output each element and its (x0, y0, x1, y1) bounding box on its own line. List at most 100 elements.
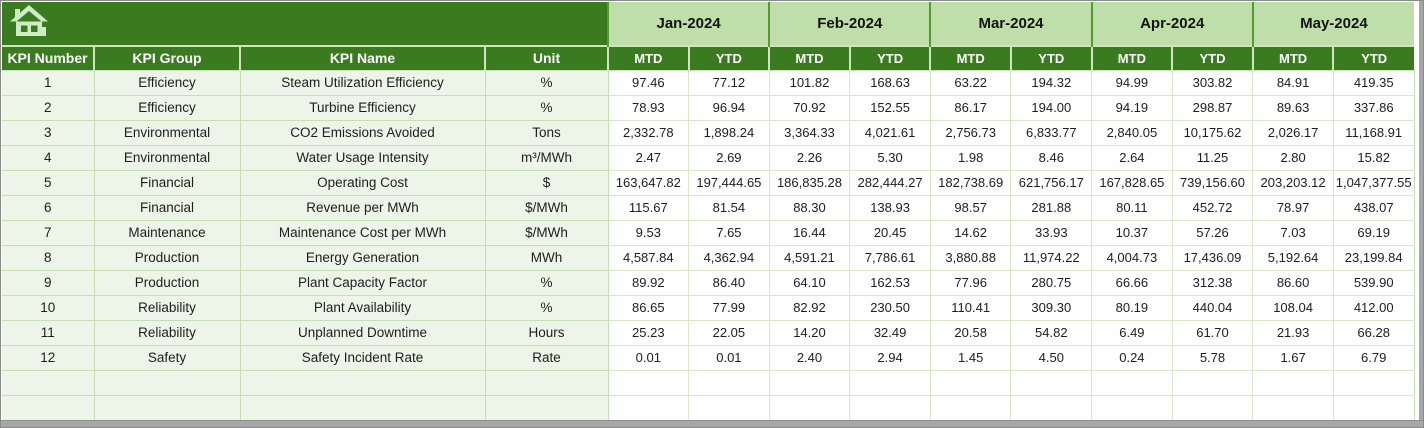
value-cell[interactable]: 115.67 (608, 195, 690, 221)
value-cell[interactable]: 2.26 (769, 145, 851, 171)
value-cell[interactable]: 81.54 (688, 195, 770, 221)
value-cell[interactable]: 282,444.27 (849, 170, 931, 196)
value-cell[interactable] (1333, 395, 1415, 421)
value-cell[interactable]: 281.88 (1010, 195, 1093, 221)
value-cell[interactable]: 5.30 (849, 145, 931, 171)
kpi-group-cell[interactable]: Financial (94, 170, 241, 196)
kpi-number-cell[interactable]: 4 (2, 145, 95, 171)
value-cell[interactable] (1010, 370, 1093, 396)
value-cell[interactable]: 1.67 (1252, 345, 1334, 371)
value-cell[interactable]: 10,175.62 (1172, 120, 1254, 146)
value-cell[interactable]: 3,364.33 (769, 120, 851, 146)
value-cell[interactable]: 1.98 (930, 145, 1012, 171)
value-cell[interactable]: 2,840.05 (1091, 120, 1173, 146)
value-cell[interactable]: 98.57 (930, 195, 1012, 221)
value-cell[interactable]: 9.53 (608, 220, 690, 246)
value-cell[interactable]: 0.24 (1091, 345, 1173, 371)
value-cell[interactable]: 89.63 (1252, 95, 1334, 121)
col-header-mtd-apr[interactable]: MTD (1091, 45, 1174, 71)
value-cell[interactable]: 168.63 (849, 70, 931, 96)
value-cell[interactable]: 94.99 (1091, 70, 1173, 96)
value-cell[interactable]: 280.75 (1010, 270, 1093, 296)
col-header-mtd-jan[interactable]: MTD (608, 45, 690, 71)
value-cell[interactable]: 108.04 (1252, 295, 1334, 321)
kpi-number-cell[interactable] (2, 395, 95, 421)
value-cell[interactable]: 162.53 (849, 270, 931, 296)
unit-cell[interactable]: $/MWh (485, 220, 609, 246)
value-cell[interactable]: 2.47 (608, 145, 690, 171)
value-cell[interactable]: 69.19 (1333, 220, 1415, 246)
unit-cell[interactable] (485, 370, 609, 396)
unit-cell[interactable]: % (485, 95, 609, 121)
value-cell[interactable]: 101.82 (769, 70, 851, 96)
value-cell[interactable]: 21.93 (1252, 320, 1334, 346)
kpi-number-cell[interactable]: 12 (2, 345, 95, 371)
value-cell[interactable]: 22.05 (688, 320, 770, 346)
kpi-group-cell[interactable]: Maintenance (94, 220, 241, 246)
value-cell[interactable]: 97.46 (608, 70, 690, 96)
kpi-number-cell[interactable]: 11 (2, 320, 95, 346)
value-cell[interactable] (849, 370, 931, 396)
value-cell[interactable]: 2,756.73 (930, 120, 1012, 146)
value-cell[interactable]: 77.12 (688, 70, 770, 96)
value-cell[interactable]: 2.69 (688, 145, 770, 171)
kpi-group-cell[interactable]: Safety (94, 345, 241, 371)
col-header-unit[interactable]: Unit (485, 45, 609, 71)
unit-cell[interactable]: m³/MWh (485, 145, 609, 171)
value-cell[interactable]: 440.04 (1172, 295, 1254, 321)
value-cell[interactable]: 78.93 (608, 95, 690, 121)
value-cell[interactable]: 86.60 (1252, 270, 1334, 296)
col-header-ytd-apr[interactable]: YTD (1172, 45, 1254, 71)
value-cell[interactable]: 4,587.84 (608, 245, 690, 271)
kpi-name-cell[interactable] (240, 395, 486, 421)
kpi-group-cell[interactable]: Environmental (94, 145, 241, 171)
value-cell[interactable]: 138.93 (849, 195, 931, 221)
value-cell[interactable]: 82.92 (769, 295, 851, 321)
kpi-number-cell[interactable]: 5 (2, 170, 95, 196)
value-cell[interactable]: 66.66 (1091, 270, 1173, 296)
value-cell[interactable]: 2,026.17 (1252, 120, 1334, 146)
value-cell[interactable] (1010, 395, 1093, 421)
value-cell[interactable]: 86.17 (930, 95, 1012, 121)
value-cell[interactable]: 419.35 (1333, 70, 1415, 96)
month-header-feb[interactable]: Feb-2024 (768, 2, 931, 46)
col-header-ytd-jan[interactable]: YTD (688, 45, 771, 71)
value-cell[interactable]: 77.99 (688, 295, 770, 321)
value-cell[interactable]: 4,021.61 (849, 120, 931, 146)
vertical-scrollbar[interactable] (1419, 1, 1423, 427)
value-cell[interactable]: 110.41 (930, 295, 1012, 321)
value-cell[interactable] (769, 395, 851, 421)
kpi-number-cell[interactable]: 8 (2, 245, 95, 271)
value-cell[interactable] (688, 370, 770, 396)
kpi-number-cell[interactable]: 7 (2, 220, 95, 246)
value-cell[interactable] (1252, 370, 1334, 396)
value-cell[interactable]: 57.26 (1172, 220, 1254, 246)
value-cell[interactable]: 10.37 (1091, 220, 1173, 246)
value-cell[interactable] (1091, 370, 1173, 396)
value-cell[interactable]: 6.79 (1333, 345, 1415, 371)
value-cell[interactable]: 80.19 (1091, 295, 1173, 321)
kpi-group-cell[interactable]: Reliability (94, 295, 241, 321)
value-cell[interactable]: 6.49 (1091, 320, 1173, 346)
value-cell[interactable]: 11,168.91 (1333, 120, 1415, 146)
value-cell[interactable]: 11.25 (1172, 145, 1254, 171)
value-cell[interactable]: 230.50 (849, 295, 931, 321)
value-cell[interactable]: 7.65 (688, 220, 770, 246)
kpi-name-cell[interactable]: Unplanned Downtime (240, 320, 486, 346)
value-cell[interactable]: 452.72 (1172, 195, 1254, 221)
kpi-name-cell[interactable]: Water Usage Intensity (240, 145, 486, 171)
value-cell[interactable]: 194.32 (1010, 70, 1093, 96)
kpi-group-cell[interactable]: Production (94, 270, 241, 296)
value-cell[interactable]: 3,880.88 (930, 245, 1012, 271)
unit-cell[interactable] (485, 395, 609, 421)
value-cell[interactable]: 739,156.60 (1172, 170, 1254, 196)
value-cell[interactable]: 32.49 (849, 320, 931, 346)
value-cell[interactable]: 84.91 (1252, 70, 1334, 96)
kpi-group-cell[interactable]: Production (94, 245, 241, 271)
kpi-name-cell[interactable]: Maintenance Cost per MWh (240, 220, 486, 246)
value-cell[interactable]: 54.82 (1010, 320, 1093, 346)
value-cell[interactable]: 94.19 (1091, 95, 1173, 121)
value-cell[interactable]: 61.70 (1172, 320, 1254, 346)
value-cell[interactable]: 15.82 (1333, 145, 1415, 171)
unit-cell[interactable]: MWh (485, 245, 609, 271)
